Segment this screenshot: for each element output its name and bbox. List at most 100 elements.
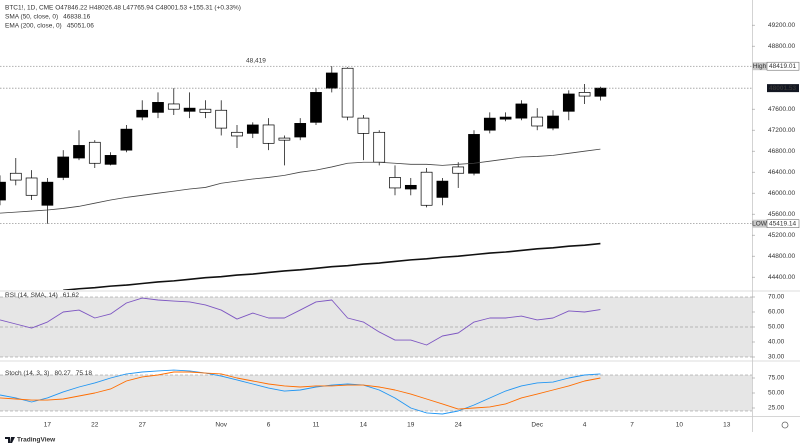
candle-body xyxy=(25,177,38,196)
candle-body xyxy=(215,109,228,129)
peak-label: 48,419 xyxy=(246,58,266,65)
x-tick-label: 13 xyxy=(723,422,731,429)
candle-body xyxy=(404,184,417,190)
candle-body xyxy=(167,103,180,110)
candle-body xyxy=(357,117,370,134)
y-tick-label: 47600.00 xyxy=(768,106,795,113)
legend-value: 46838.16 xyxy=(63,14,90,21)
band-background xyxy=(0,375,752,411)
settings-icon[interactable] xyxy=(781,421,789,429)
last-price-label: 48001.53 xyxy=(769,85,796,92)
y-tick-label: 46800.00 xyxy=(768,148,795,155)
candle-body xyxy=(136,109,149,118)
candle-body xyxy=(452,166,465,174)
marker-tag-label: High xyxy=(753,63,767,70)
legend-value: 61.62 xyxy=(63,292,80,299)
last-price-box xyxy=(767,84,799,93)
x-tick-label: 7 xyxy=(630,422,634,429)
logo-icon xyxy=(5,437,15,443)
y-tick-label: 50.00 xyxy=(768,390,785,397)
candle-body xyxy=(436,180,449,198)
legend-name: SMA (50, close, 0) xyxy=(5,14,58,21)
candle-body xyxy=(0,181,6,201)
marker-value-box xyxy=(766,61,800,71)
y-tick-label: 40.00 xyxy=(768,339,785,346)
x-tick-label: 22 xyxy=(91,422,99,429)
x-tick-label: 14 xyxy=(360,422,368,429)
marker-value: 48419.01 xyxy=(769,63,796,70)
candle-body xyxy=(594,87,607,97)
y-tick-label: 50.00 xyxy=(768,324,785,331)
x-tick-label: Nov xyxy=(215,422,227,429)
candle-body xyxy=(88,141,101,164)
watermark: TradingView xyxy=(17,437,56,444)
candle-body xyxy=(183,107,196,112)
candle-body xyxy=(578,92,591,97)
x-tick-label: 6 xyxy=(267,422,271,429)
candle-body xyxy=(547,115,559,129)
legend-value: 80.27 xyxy=(54,370,71,377)
series-line xyxy=(0,148,601,214)
candle-body xyxy=(199,108,212,113)
candle-body xyxy=(246,124,259,134)
candle-body xyxy=(294,123,307,138)
y-tick-label: 48800.00 xyxy=(768,43,795,50)
candle-body xyxy=(104,155,117,165)
legend-value: 75.18 xyxy=(76,370,93,377)
y-tick-label: 70.00 xyxy=(768,294,785,301)
candle-body xyxy=(341,67,354,118)
y-tick-label: 45200.00 xyxy=(768,232,795,239)
candle-body xyxy=(57,156,70,178)
price-pane xyxy=(0,66,607,290)
x-tick-label: 10 xyxy=(676,422,684,429)
x-tick-label: 11 xyxy=(313,422,320,429)
y-tick-label: 45600.00 xyxy=(768,211,795,218)
marker-value: 45419.14 xyxy=(769,220,796,227)
candle-body xyxy=(262,124,275,144)
legend-name: EMA (200, close, 0) xyxy=(5,23,62,30)
candle-body xyxy=(73,145,85,159)
y-tick-label: 46000.00 xyxy=(768,190,795,197)
x-tick-label: 19 xyxy=(407,422,415,429)
legend-value: 45051.06 xyxy=(67,23,94,30)
x-tick-label: Dec xyxy=(531,422,543,429)
candle-body xyxy=(310,92,322,123)
legend-title: RSI (14, SMA, 14) xyxy=(5,292,58,299)
marker-tag xyxy=(752,62,767,71)
candle-body xyxy=(152,102,164,113)
y-tick-label: 49200.00 xyxy=(768,22,795,29)
y-tick-label: 44400.00 xyxy=(768,274,795,281)
candle-body xyxy=(373,131,386,163)
rsi-pane xyxy=(0,296,752,358)
candle-body xyxy=(468,134,480,174)
y-tick-label: 60.00 xyxy=(768,309,785,316)
candle-body xyxy=(420,171,433,206)
candle-body xyxy=(120,128,133,151)
marker-tag xyxy=(752,219,767,228)
y-tick-label: 46400.00 xyxy=(768,169,795,176)
candle-body xyxy=(231,131,243,137)
candle-body xyxy=(515,103,528,119)
y-tick-label: 25.00 xyxy=(768,405,785,412)
marker-tag-label: LOW xyxy=(752,220,768,227)
stoch-pane xyxy=(0,369,752,415)
y-tick-label: 44800.00 xyxy=(768,253,795,260)
candle-body xyxy=(389,177,401,189)
candle-body xyxy=(562,93,575,112)
series-line xyxy=(0,369,601,415)
x-tick-label: 24 xyxy=(455,422,463,429)
candle-body xyxy=(9,172,22,181)
candle-body xyxy=(278,137,291,141)
candle-body xyxy=(41,181,54,206)
candle-body xyxy=(483,117,496,131)
x-tick-label: 17 xyxy=(44,422,52,429)
legend-title: BTC1!, 1D, CME O47846.22 H48026.48 L4776… xyxy=(5,5,241,12)
candle-body xyxy=(325,72,338,89)
y-tick-label: 75.00 xyxy=(768,375,785,382)
legend-title: Stoch (14, 3, 3) xyxy=(5,370,49,377)
candle-body xyxy=(531,116,544,127)
marker-value-box xyxy=(766,219,800,228)
x-tick-label: 27 xyxy=(139,422,147,429)
